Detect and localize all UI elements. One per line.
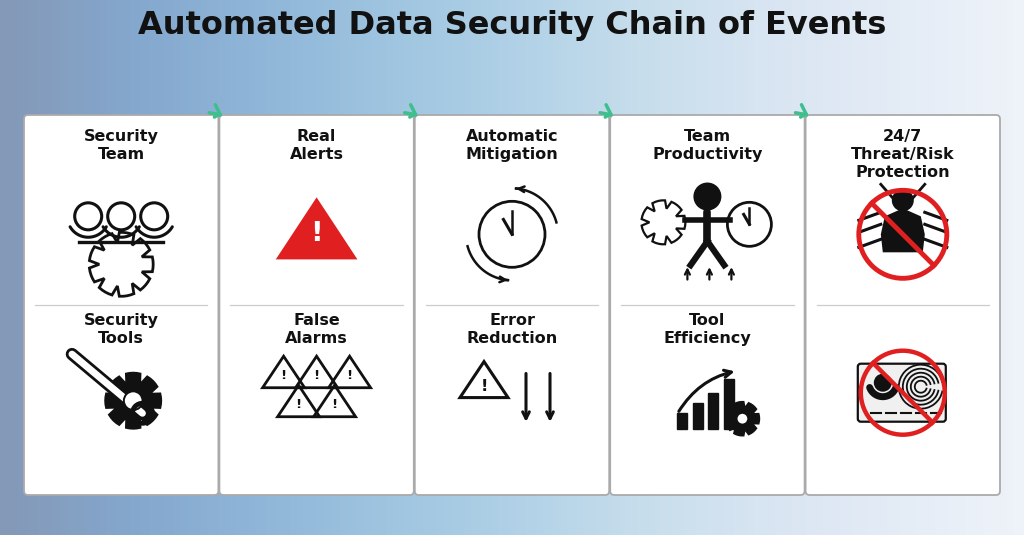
FancyBboxPatch shape [610, 115, 805, 495]
Bar [678, 412, 687, 429]
Text: 24/7
Threat/Risk
Protection: 24/7 Threat/Risk Protection [851, 129, 954, 180]
Text: Real
Alerts: Real Alerts [290, 129, 344, 162]
Text: Automatic
Mitigation: Automatic Mitigation [466, 129, 558, 162]
Text: Automated Data Security Chain of Events: Automated Data Security Chain of Events [138, 10, 886, 41]
Text: !: ! [480, 379, 487, 394]
Circle shape [892, 189, 913, 211]
Circle shape [736, 413, 749, 424]
Bar [693, 403, 702, 429]
Text: !: ! [313, 369, 319, 382]
Text: Team
Productivity: Team Productivity [652, 129, 763, 162]
FancyBboxPatch shape [415, 115, 609, 495]
Text: Security
Team: Security Team [84, 129, 159, 162]
Text: Error
Reduction: Error Reduction [466, 313, 558, 346]
Text: !: ! [346, 369, 352, 382]
Polygon shape [726, 402, 760, 435]
FancyBboxPatch shape [24, 115, 218, 495]
FancyBboxPatch shape [806, 115, 1000, 495]
Polygon shape [881, 208, 925, 253]
Circle shape [124, 391, 142, 410]
Text: !: ! [332, 398, 338, 411]
Circle shape [693, 182, 721, 210]
Text: !: ! [310, 221, 323, 247]
FancyBboxPatch shape [858, 364, 946, 422]
Bar [724, 379, 734, 429]
Polygon shape [105, 373, 161, 429]
Text: !: ! [281, 369, 287, 382]
Polygon shape [279, 200, 354, 258]
Text: Tool
Efficiency: Tool Efficiency [664, 313, 752, 346]
Circle shape [873, 374, 892, 392]
Bar [709, 393, 719, 429]
Text: False
Alarms: False Alarms [286, 313, 348, 346]
Text: Security
Tools: Security Tools [84, 313, 159, 346]
FancyBboxPatch shape [219, 115, 414, 495]
Text: !: ! [296, 398, 302, 411]
